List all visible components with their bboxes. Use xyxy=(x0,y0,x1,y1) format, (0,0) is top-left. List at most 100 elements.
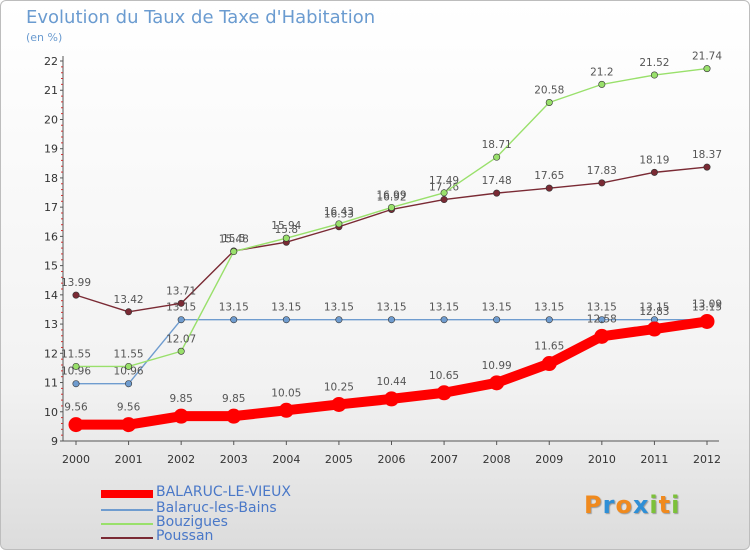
data-label: 17.48 xyxy=(482,175,512,187)
data-point xyxy=(177,299,185,307)
data-point xyxy=(335,316,343,324)
data-point xyxy=(440,196,448,204)
y-tick-label: 22 xyxy=(44,55,58,68)
data-label: 15.5 xyxy=(222,233,245,245)
legend-swatch xyxy=(101,490,153,498)
data-point xyxy=(545,99,553,107)
data-point xyxy=(646,321,662,337)
y-tick-label: 18 xyxy=(44,172,58,185)
data-label: 21.52 xyxy=(639,57,669,69)
data-label: 13.15 xyxy=(219,302,249,314)
data-label: 13.15 xyxy=(587,302,617,314)
data-point xyxy=(545,184,553,192)
data-point xyxy=(72,380,80,388)
data-label: 16.43 xyxy=(324,206,354,218)
data-point xyxy=(598,179,606,187)
legend-label: Poussan xyxy=(156,528,214,544)
x-tick-label: 2006 xyxy=(378,453,406,466)
x-tick-label: 2002 xyxy=(167,453,195,466)
data-point xyxy=(230,248,238,256)
data-label: 9.56 xyxy=(117,402,141,414)
data-point xyxy=(440,316,448,324)
data-label: 13.15 xyxy=(271,302,301,314)
data-label: 13.15 xyxy=(639,302,669,314)
data-label: 11.55 xyxy=(114,348,144,360)
y-tick-label: 12 xyxy=(44,347,58,360)
data-label: 10.44 xyxy=(376,376,406,388)
data-point xyxy=(699,313,715,329)
y-tick-label: 16 xyxy=(44,230,58,243)
data-point xyxy=(282,234,290,242)
x-tick-label: 2005 xyxy=(325,453,353,466)
data-label: 9.85 xyxy=(169,393,192,405)
data-label: 15.48 xyxy=(219,234,249,246)
data-label: 18.19 xyxy=(639,154,669,166)
data-label: 15.94 xyxy=(271,220,301,232)
data-label: 9.56 xyxy=(64,402,88,414)
data-point xyxy=(387,316,395,324)
y-tick-label: 15 xyxy=(44,260,58,273)
data-label: 13.15 xyxy=(692,302,722,314)
data-point xyxy=(230,316,238,324)
chart-unit: (en %) xyxy=(26,31,63,44)
y-tick-label: 20 xyxy=(44,113,58,126)
data-label: 21.74 xyxy=(692,51,722,63)
data-label: 21.2 xyxy=(590,66,613,78)
series-line xyxy=(75,318,708,385)
legend-label: BALARUC-LE-VIEUX xyxy=(156,484,291,500)
data-point xyxy=(598,80,606,88)
data-point xyxy=(440,189,448,197)
data-point xyxy=(68,417,84,433)
data-point xyxy=(125,362,133,370)
data-point xyxy=(72,362,80,370)
data-label: 13.15 xyxy=(534,302,564,314)
data-label: 10.99 xyxy=(482,360,512,372)
data-point xyxy=(541,356,557,372)
data-point xyxy=(387,203,395,211)
x-tick-label: 2011 xyxy=(640,453,668,466)
x-tick-label: 2001 xyxy=(115,453,143,466)
data-label: 17.49 xyxy=(429,175,459,187)
data-point xyxy=(72,291,80,299)
data-label: 10.96 xyxy=(114,366,144,378)
legend-swatch xyxy=(101,509,153,511)
data-label: 13.15 xyxy=(482,302,512,314)
data-label: 18.37 xyxy=(692,149,722,161)
data-label: 10.96 xyxy=(61,366,91,378)
data-label: 16.99 xyxy=(376,189,406,201)
data-point xyxy=(282,316,290,324)
data-point xyxy=(594,328,610,344)
y-tick-label: 13 xyxy=(44,318,58,331)
data-point xyxy=(125,380,133,388)
data-label: 13.71 xyxy=(166,285,196,297)
data-label: 11.55 xyxy=(61,348,91,360)
data-label: 10.65 xyxy=(429,370,459,382)
x-tick-label: 2012 xyxy=(693,453,721,466)
chart-title: Evolution du Taux de Taxe d'Habitation xyxy=(26,7,376,28)
data-label: 13.15 xyxy=(376,302,406,314)
data-label: 18.71 xyxy=(482,139,512,151)
data-label: 17.83 xyxy=(587,165,617,177)
data-label: 16.92 xyxy=(376,191,406,203)
data-label: 13.15 xyxy=(429,302,459,314)
data-point xyxy=(173,408,189,424)
data-label: 12.83 xyxy=(639,306,669,318)
x-tick-label: 2009 xyxy=(535,453,563,466)
data-label: 13.42 xyxy=(114,294,144,306)
data-label: 13.15 xyxy=(324,302,354,314)
y-tick-label: 11 xyxy=(44,377,58,390)
data-label: 15.8 xyxy=(275,224,298,236)
data-point xyxy=(650,71,658,79)
data-point xyxy=(384,391,399,407)
data-label: 16.33 xyxy=(324,209,354,221)
data-point xyxy=(489,375,505,391)
data-label: 13.99 xyxy=(61,277,91,289)
data-point xyxy=(493,189,501,197)
legend-label: Bouzigues xyxy=(156,514,228,530)
data-label: 9.85 xyxy=(222,393,245,405)
x-tick-label: 2010 xyxy=(588,453,616,466)
x-tick-label: 2008 xyxy=(483,453,511,466)
x-tick-label: 2000 xyxy=(62,453,90,466)
data-label: 17.65 xyxy=(534,170,564,182)
